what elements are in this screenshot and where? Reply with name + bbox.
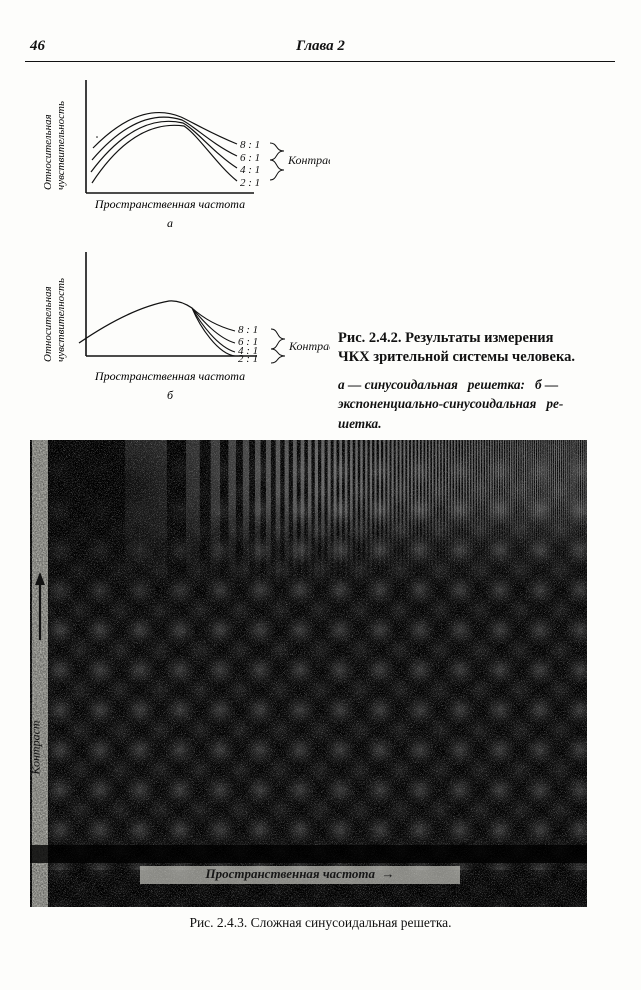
svg-text:Контраст: Контраст <box>288 339 330 353</box>
svg-text:2 : 1: 2 : 1 <box>238 353 258 365</box>
svg-text:Контраст: Контраст <box>287 153 330 167</box>
svg-text:6 : 1: 6 : 1 <box>240 152 260 164</box>
svg-text:8 : 1: 8 : 1 <box>238 324 258 336</box>
svg-text:4 : 1: 4 : 1 <box>240 164 260 176</box>
svg-text:2 : 1: 2 : 1 <box>240 177 260 189</box>
svg-text:8 : 1: 8 : 1 <box>240 139 260 151</box>
